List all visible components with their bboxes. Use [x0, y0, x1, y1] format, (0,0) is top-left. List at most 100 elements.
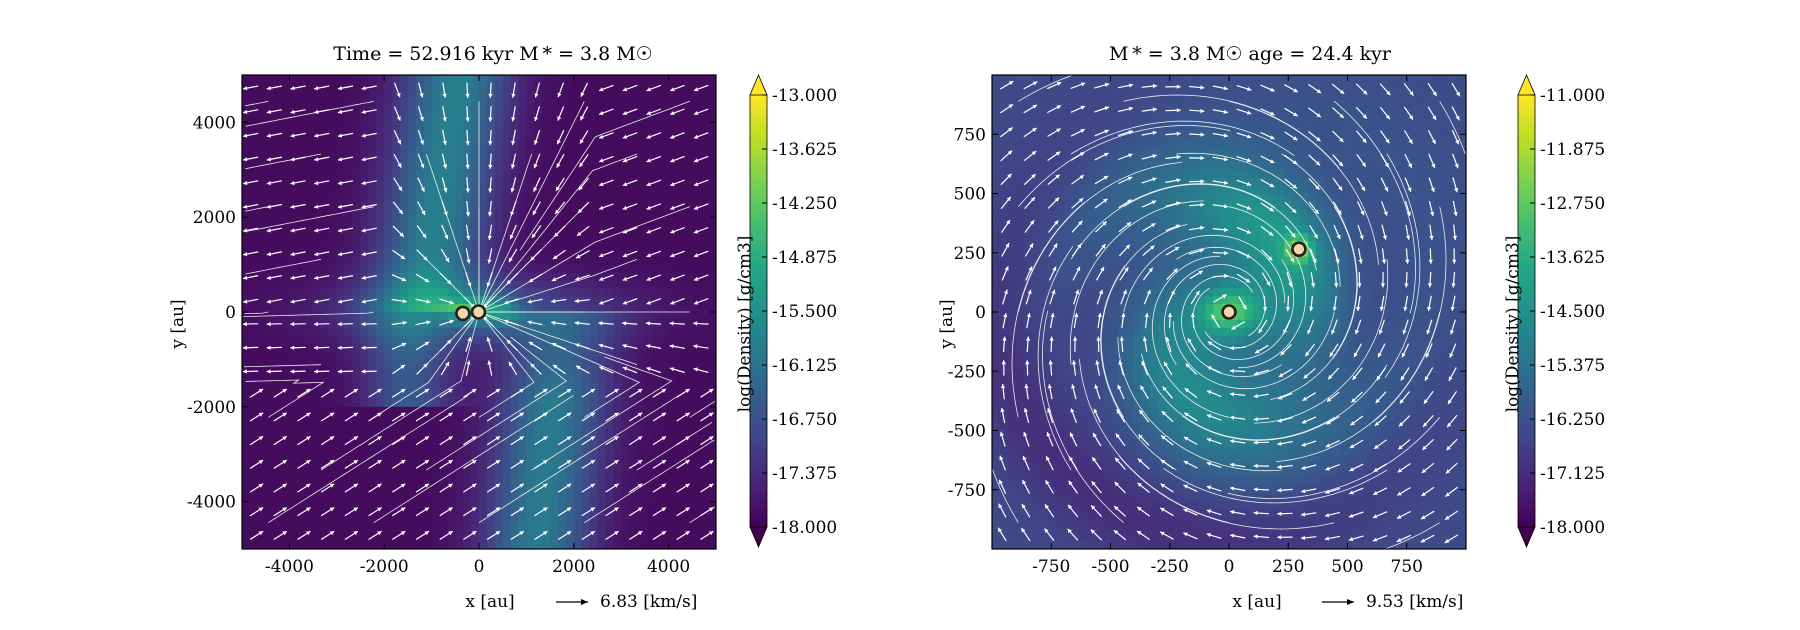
velocity-arrowhead: [580, 139, 584, 144]
density-cell: [644, 264, 654, 274]
density-cell: [313, 161, 322, 171]
density-cell: [305, 201, 314, 210]
density-cell: [621, 383, 630, 392]
density-cell: [431, 82, 441, 92]
density-cell: [534, 98, 543, 108]
density-cell: [589, 146, 599, 155]
density-cell: [708, 493, 716, 503]
density-cell: [289, 233, 298, 242]
density-cell: [257, 82, 267, 92]
density-cell: [265, 430, 275, 439]
density-cell: [249, 398, 259, 408]
density-cell: [297, 430, 306, 439]
density-cell: [999, 454, 1009, 463]
density-cell: [597, 177, 606, 187]
density-cell: [368, 122, 377, 131]
density-cell: [510, 146, 520, 155]
density-cell: [321, 454, 330, 463]
density-cell: [999, 75, 1009, 84]
density-cell: [573, 240, 583, 250]
density-cell: [1007, 430, 1017, 439]
density-cell: [613, 454, 622, 463]
density-cell: [613, 422, 622, 432]
density-cell: [597, 82, 606, 92]
density-cell: [376, 138, 385, 147]
density-cell: [400, 193, 409, 202]
density-cell: [400, 98, 409, 108]
density-cell: [1015, 312, 1025, 321]
density-cell: [471, 209, 480, 218]
density-cell: [439, 193, 448, 202]
density-cell: [344, 383, 354, 392]
density-cell: [321, 75, 330, 84]
density-cell: [676, 122, 685, 131]
density-cell: [992, 161, 1001, 171]
density-cell: [637, 217, 646, 226]
density-cell: [542, 256, 551, 266]
density-cell: [550, 414, 559, 424]
density-cell: [321, 138, 330, 147]
density-cell: [265, 122, 275, 131]
density-cell: [542, 146, 551, 155]
density-cell: [652, 98, 662, 108]
density-cell: [455, 146, 464, 155]
density-cell: [407, 477, 417, 487]
density-cell: [1047, 90, 1056, 100]
density-cell: [344, 406, 354, 416]
density-cell: [660, 209, 670, 218]
density-cell: [1039, 138, 1048, 147]
density-cell: [1047, 264, 1056, 274]
density-cell: [455, 319, 464, 329]
density-cell: [289, 114, 298, 123]
density-cell: [336, 493, 346, 503]
density-cell: [289, 75, 298, 84]
density-cell: [407, 233, 417, 242]
velocity-arrowhead: [622, 111, 628, 115]
density-cell: [510, 446, 520, 455]
density-cell: [708, 430, 716, 439]
density-cell: [644, 130, 654, 139]
velocity-arrowhead: [534, 140, 539, 145]
density-cell: [589, 296, 599, 305]
density-cell: [455, 470, 464, 479]
density-cell: [542, 391, 551, 400]
density-cell: [431, 470, 441, 479]
density-cell: [652, 501, 662, 511]
density-cell: [447, 319, 456, 329]
density-cell: [668, 138, 678, 147]
density-cell: [265, 138, 275, 147]
density-cell: [708, 541, 716, 549]
velocity-arrowhead: [495, 531, 501, 536]
density-cell: [328, 327, 338, 337]
density-cell: [637, 185, 646, 195]
density-cell: [526, 391, 535, 400]
velocity-arrowhead: [622, 321, 627, 326]
sink-marker: [455, 305, 471, 322]
density-cell: [479, 470, 488, 479]
density-cell: [249, 193, 259, 202]
density-cell: [257, 264, 267, 274]
density-cell: [502, 485, 512, 495]
density-cell: [336, 391, 346, 400]
density-cell: [479, 201, 488, 210]
density-cell: [637, 146, 646, 155]
colorbar-tick-label: -14.250: [772, 194, 837, 214]
density-cell: [439, 312, 448, 321]
density-cell: [708, 225, 716, 234]
density-cell: [305, 485, 314, 495]
density-cell: [313, 312, 322, 321]
density-cell: [558, 233, 567, 242]
density-cell: [613, 75, 622, 84]
density-cell: [242, 414, 251, 424]
density-cell: [676, 454, 685, 463]
density-cell: [384, 335, 393, 345]
density-cell: [336, 240, 346, 250]
density-cell: [613, 98, 622, 108]
density-cell: [265, 146, 275, 155]
density-cell: [431, 509, 441, 518]
density-cell: [494, 541, 504, 549]
density-cell: [621, 225, 630, 234]
density-cell: [510, 477, 520, 487]
density-cell: [518, 272, 527, 281]
density-cell: [463, 470, 472, 479]
